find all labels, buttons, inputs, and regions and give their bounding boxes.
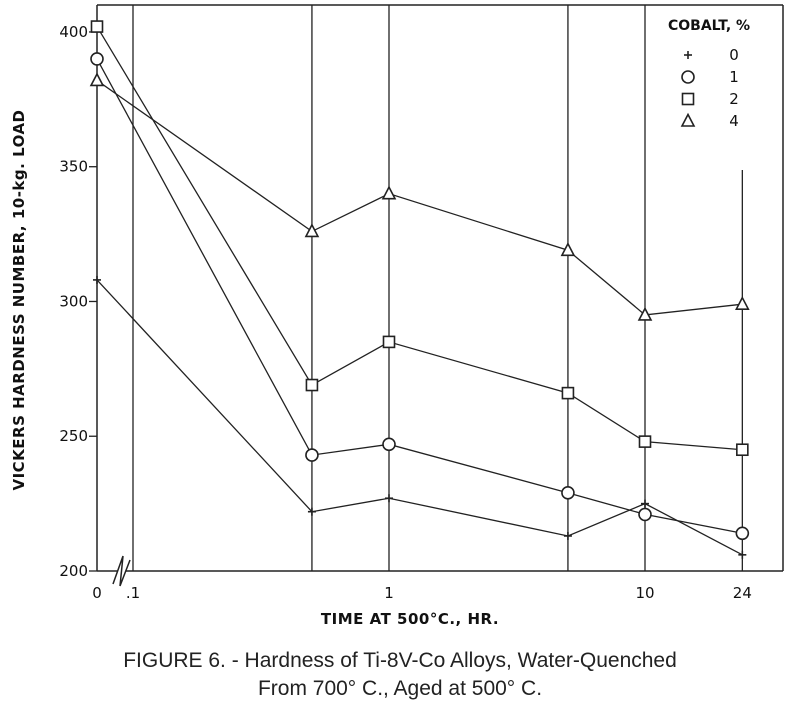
x-tick-label: 0 bbox=[92, 584, 102, 602]
data-point-square bbox=[736, 443, 749, 457]
data-point-circle bbox=[638, 507, 652, 522]
y-tick-label: 200 bbox=[59, 562, 88, 580]
x-axis-ticks: 0 .1 1 10 24 bbox=[92, 584, 752, 602]
x-tick-label: .1 bbox=[126, 584, 140, 602]
x-tick-label: 1 bbox=[384, 584, 394, 602]
data-point-circle bbox=[305, 448, 319, 462]
data-point-triangle bbox=[680, 112, 696, 127]
legend-title: COBALT, % bbox=[668, 18, 750, 34]
data-point-square bbox=[382, 335, 396, 349]
data-point-square bbox=[305, 378, 319, 392]
gridlines bbox=[132, 5, 743, 571]
legend-label: 4 bbox=[729, 112, 739, 130]
axis-break-mark bbox=[112, 555, 131, 587]
data-point-plus bbox=[563, 531, 572, 540]
data-point-circle bbox=[382, 437, 396, 452]
data-point-square bbox=[561, 386, 575, 400]
data-point-circle bbox=[681, 70, 695, 84]
legend-label: 0 bbox=[729, 46, 739, 64]
data-point-triangle bbox=[735, 295, 750, 310]
legend: COBALT, % 0 1 2 4 bbox=[668, 18, 750, 130]
x-axis-title: TIME AT 500°C., HR. bbox=[321, 610, 499, 628]
data-point-plus bbox=[93, 275, 101, 284]
data-point-triangle bbox=[304, 223, 320, 238]
series-line bbox=[96, 79, 743, 316]
data-point-plus bbox=[738, 550, 747, 559]
series-triangle bbox=[89, 72, 750, 321]
series-plus bbox=[93, 275, 747, 559]
series-line bbox=[96, 26, 743, 451]
series-circle bbox=[90, 52, 750, 541]
figure-caption-line-2: From 700° C., Aged at 500° C. bbox=[257, 677, 543, 700]
plot-frame bbox=[96, 4, 784, 587]
legend-label: 2 bbox=[729, 90, 739, 108]
data-point-triangle bbox=[89, 72, 105, 87]
data-point-circle bbox=[735, 526, 750, 541]
y-tick-label: 300 bbox=[59, 292, 88, 310]
data-point-circle bbox=[90, 52, 104, 66]
series-line bbox=[96, 279, 743, 556]
series-line bbox=[96, 58, 743, 534]
data-point-square bbox=[638, 435, 652, 448]
data-point-plus bbox=[385, 494, 393, 503]
data-point-triangle bbox=[381, 185, 397, 200]
y-tick-label: 350 bbox=[59, 158, 88, 176]
series-layer bbox=[89, 20, 750, 559]
x-tick-label: 10 bbox=[635, 584, 654, 602]
y-axis-title: VICKERS HARDNESS NUMBER, 10-kg. LOAD bbox=[10, 109, 28, 490]
data-point-circle bbox=[561, 486, 575, 500]
data-point-plus bbox=[307, 507, 316, 516]
y-axis-ticks: 200 250 300 350 400 bbox=[59, 23, 97, 580]
y-tick-label: 400 bbox=[59, 23, 88, 41]
data-point-plus bbox=[684, 51, 692, 59]
series-square bbox=[90, 20, 749, 457]
legend-label: 1 bbox=[729, 68, 739, 86]
data-point-square bbox=[681, 92, 695, 106]
data-point-triangle bbox=[560, 242, 576, 257]
data-point-triangle bbox=[637, 306, 653, 321]
figure-caption-line-1: FIGURE 6. - Hardness of Ti-8V-Co Alloys,… bbox=[123, 649, 677, 672]
x-tick-label: 24 bbox=[733, 584, 752, 602]
y-tick-label: 250 bbox=[59, 427, 88, 445]
data-point-square bbox=[90, 20, 104, 33]
data-point-plus bbox=[641, 499, 649, 508]
